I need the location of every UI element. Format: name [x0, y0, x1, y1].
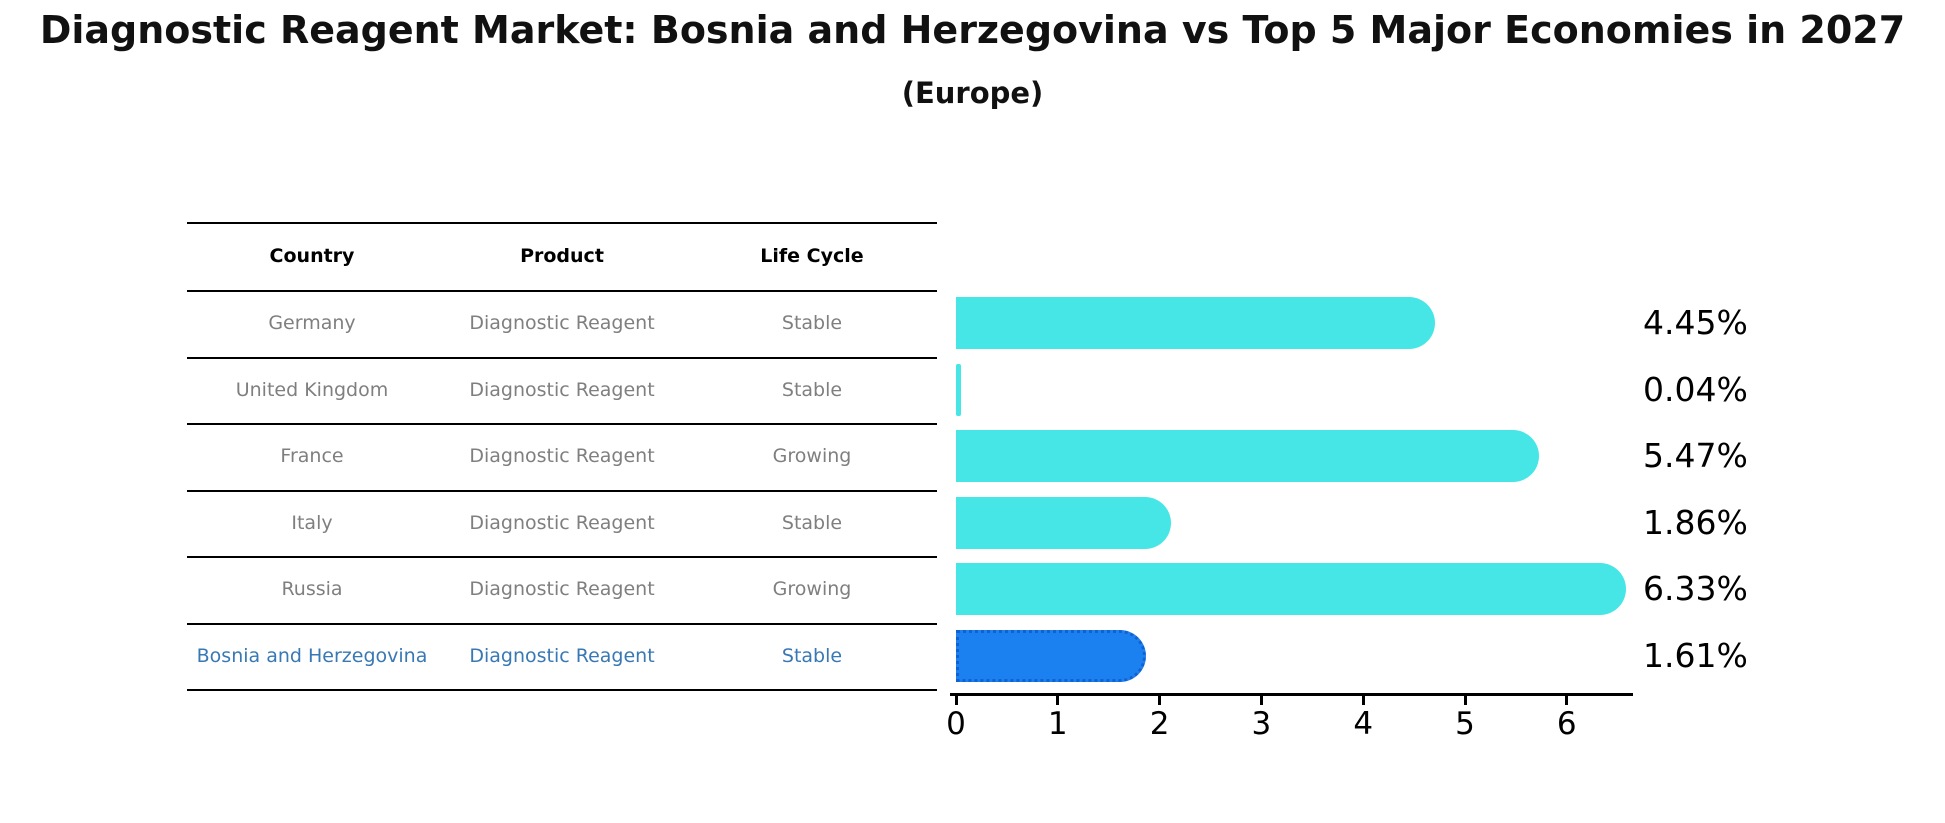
x-axis-line — [950, 693, 1633, 696]
table-row-border — [187, 356, 937, 359]
bar-france — [956, 430, 1539, 483]
highlight-bar-bosnia-and-herzegovina — [956, 629, 1146, 682]
table-cell-country: Germany — [268, 312, 356, 335]
table-cell-product: Diagnostic Reagent — [469, 644, 655, 667]
x-axis-tick — [1361, 696, 1365, 705]
table-header-product: Product — [520, 245, 604, 267]
table-cell-life-cycle: Stable — [781, 312, 843, 335]
table-cell-product: Diagnostic Reagent — [469, 578, 655, 601]
x-axis-tick-label: 3 — [1251, 706, 1272, 742]
table-cell-product: Diagnostic Reagent — [469, 312, 655, 335]
table-row-border — [187, 689, 937, 691]
value-label: 0.04% — [1643, 369, 1748, 409]
table-row-border — [187, 489, 937, 492]
table-cell-product: Diagnostic Reagent — [469, 445, 655, 468]
table-header-country: Country — [269, 245, 355, 267]
table-row: Germany Diagnostic Reagent Stable — [187, 290, 937, 357]
table-cell-life-cycle: Stable — [781, 511, 843, 534]
x-axis-tick-label: 2 — [1149, 706, 1170, 742]
x-axis-tick-label: 0 — [946, 706, 966, 742]
table-header-row: Country Product Life Cycle — [187, 222, 937, 290]
bar-russia — [956, 563, 1627, 616]
value-label: 5.47% — [1643, 436, 1748, 476]
table-cell-country: Italy — [291, 511, 333, 534]
x-axis-tick — [1158, 696, 1162, 705]
table-cell-product: Diagnostic Reagent — [469, 511, 655, 534]
table-cell-life-cycle: Stable — [781, 378, 843, 401]
value-label: 6.33% — [1643, 569, 1748, 609]
bar-italy — [956, 496, 1172, 549]
table-cell-life-cycle: Growing — [772, 445, 852, 468]
table-cell-country: Russia — [281, 578, 343, 601]
table-row-border — [187, 622, 937, 625]
table-row: Italy Diagnostic Reagent Stable — [187, 490, 937, 557]
table-row: France Diagnostic Reagent Growing — [187, 423, 937, 490]
bar-united-kingdom — [956, 363, 961, 416]
x-axis-tick — [954, 696, 958, 705]
x-axis-tick — [1565, 696, 1569, 705]
value-label: 1.61% — [1643, 635, 1748, 675]
table-row-border — [187, 423, 937, 425]
table-cell-product: Diagnostic Reagent — [469, 378, 655, 401]
table-cell-country: France — [280, 445, 344, 468]
table-cell-country: Bosnia and Herzegovina — [196, 644, 428, 667]
table-row-border — [187, 556, 937, 558]
chart-title: Diagnostic Reagent Market: Bosnia and He… — [39, 8, 1906, 52]
value-label: 4.45% — [1643, 303, 1748, 343]
x-axis-tick-label: 6 — [1556, 706, 1577, 742]
table-cell-country: United Kingdom — [235, 378, 389, 401]
table-row: Russia Diagnostic Reagent Growing — [187, 556, 937, 623]
table-row: United Kingdom Diagnostic Reagent Stable — [187, 357, 937, 424]
x-axis-tick-label: 5 — [1455, 706, 1475, 742]
x-axis-tick — [1056, 696, 1060, 705]
x-axis-tick — [1463, 696, 1467, 705]
table-row: Bosnia and Herzegovina Diagnostic Reagent… — [187, 623, 937, 690]
bar-germany — [956, 297, 1435, 350]
table-header-border — [187, 290, 937, 292]
x-axis-tick-label: 4 — [1353, 706, 1374, 742]
table-header-life-cycle: Life Cycle — [760, 245, 864, 267]
x-axis-tick — [1259, 696, 1263, 705]
chart-subtitle: (Europe) — [901, 76, 1044, 110]
value-label: 1.86% — [1643, 502, 1748, 542]
table-cell-life-cycle: Stable — [781, 644, 843, 667]
table-top-border — [187, 222, 937, 224]
x-axis-tick-label: 1 — [1047, 706, 1068, 742]
table-cell-life-cycle: Growing — [772, 578, 852, 601]
